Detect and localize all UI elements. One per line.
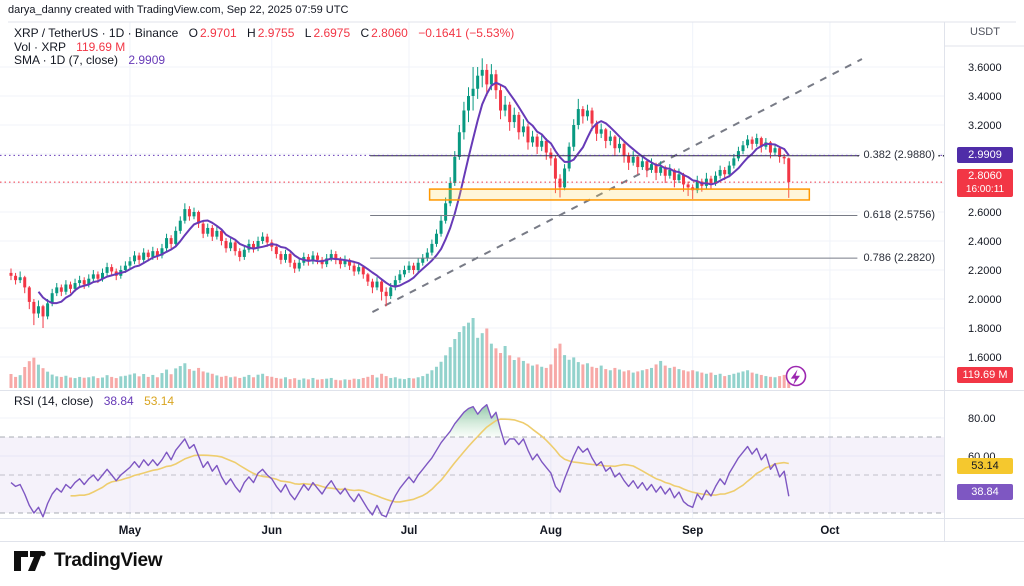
volume-legend[interactable]: Vol · XRP 119.69 M: [14, 40, 125, 54]
open-value: 2.9701: [199, 26, 237, 40]
rsi-ma-badge[interactable]: 53.14: [957, 458, 1013, 474]
rsi-ma-value: 53.14: [144, 394, 175, 408]
fib-level-382-label[interactable]: 0.382 (2.9880): [860, 149, 938, 161]
volume-badge[interactable]: 119.69 M: [957, 367, 1013, 383]
pane-borders: [0, 21, 1024, 542]
currency-label[interactable]: USDT: [970, 26, 1000, 38]
volume-value: 119.69 M: [76, 40, 126, 54]
price-tick-label[interactable]: 3.2000: [968, 120, 1002, 132]
high-value: 2.9755: [257, 26, 295, 40]
month-label[interactable]: Sep: [682, 525, 703, 537]
close-value: 2.8060: [371, 26, 408, 40]
sma-price-badge[interactable]: 2.9909: [957, 147, 1013, 163]
low-label: L: [304, 26, 312, 40]
month-label[interactable]: Oct: [820, 525, 839, 537]
month-label[interactable]: Aug: [540, 525, 562, 537]
open-label: O: [188, 26, 198, 40]
price-tick-label[interactable]: 2.2000: [968, 265, 1002, 277]
rsi-legend[interactable]: RSI (14, close) 38.84 53.14: [14, 394, 174, 408]
price-tick-label[interactable]: 2.6000: [968, 207, 1002, 219]
close-label: C: [360, 26, 370, 40]
rsi-label: RSI (14, close): [14, 394, 94, 408]
grid-lines: [0, 22, 944, 518]
rsi-band: [0, 436, 944, 514]
month-label[interactable]: May: [119, 525, 142, 537]
axis-labels: May Jun Jul Aug Sep Oct 3.6000 3.4000 3.2000 2.60…: [119, 62, 1002, 537]
rsi-ma-line[interactable]: [70, 418, 789, 503]
flash-icon[interactable]: [785, 365, 807, 387]
price-tick-label[interactable]: 1.8000: [968, 323, 1002, 335]
fib-level-618-label[interactable]: 0.618 (2.5756): [860, 209, 938, 221]
high-label: H: [247, 26, 256, 40]
support-zone-box[interactable]: [428, 188, 811, 201]
sma-line[interactable]: [37, 81, 790, 305]
bar-countdown: 16:00:11: [965, 184, 1005, 195]
price-tick-label[interactable]: 1.6000: [968, 352, 1002, 364]
last-price-badge[interactable]: 2.8060 16:00:11: [957, 169, 1013, 197]
rsi-overbought-fill: [445, 404, 503, 437]
rsi-line[interactable]: [10, 404, 790, 518]
tradingview-wordmark: TradingView: [54, 550, 163, 571]
price-tick-label[interactable]: 2.0000: [968, 294, 1002, 306]
month-label[interactable]: Jul: [401, 525, 418, 537]
last-price-value: 2.8060: [968, 170, 1002, 182]
sma-value: 2.9909: [128, 53, 166, 67]
volume-label: Vol · XRP: [14, 40, 66, 54]
price-tick-label[interactable]: 3.4000: [968, 91, 1002, 103]
low-value: 2.6975: [313, 26, 351, 40]
price-tick-label[interactable]: 3.6000: [968, 62, 1002, 74]
attribution-text: darya_danny created with TradingView.com…: [8, 4, 349, 16]
sma-label: SMA · 1D (7, close): [14, 53, 119, 67]
tradingview-logo[interactable]: TradingView: [14, 550, 163, 572]
price-tick-label[interactable]: 2.4000: [968, 236, 1002, 248]
tradingview-logo-mark: [14, 551, 46, 571]
month-label[interactable]: Jun: [262, 525, 282, 537]
rsi-tick-label[interactable]: 80.00: [968, 413, 996, 425]
rsi-value: 38.84: [103, 394, 134, 408]
symbol-title: XRP / TetherUS · 1D · Binance: [14, 26, 179, 40]
fib-level-786-label[interactable]: 0.786 (2.2820): [860, 252, 938, 264]
sma-legend[interactable]: SMA · 1D (7, close) 2.9909: [14, 53, 165, 67]
rsi-badge[interactable]: 38.84: [957, 484, 1013, 500]
change-value: −0.1641 (−5.53%): [418, 26, 515, 40]
